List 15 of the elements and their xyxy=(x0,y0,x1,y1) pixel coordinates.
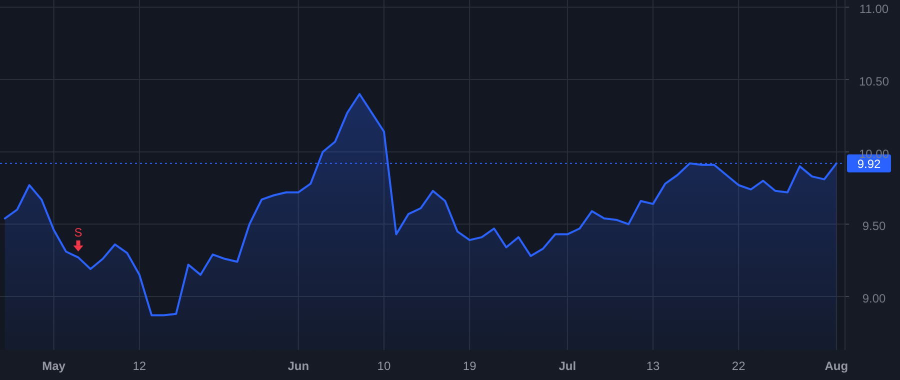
x-tick-label: 10 xyxy=(377,359,391,373)
ref-line-label: 9.92 xyxy=(857,156,881,171)
x-tick-label: Jun xyxy=(288,359,310,373)
annotation: S xyxy=(74,225,82,240)
y-tick-label: 10.50 xyxy=(858,74,890,89)
x-tick-label: 22 xyxy=(732,359,746,373)
y-tick-label: 11.00 xyxy=(859,2,889,16)
x-tick-label: Aug xyxy=(824,359,848,373)
x-tick-label: 13 xyxy=(646,359,660,373)
x-tick-label: 12 xyxy=(132,359,146,373)
x-tick-label: May xyxy=(42,359,66,373)
x-tick-label: 19 xyxy=(462,359,477,373)
y-tick-label: 9.50 xyxy=(862,219,886,234)
x-tick-label: Jul xyxy=(558,359,576,373)
y-tick-label: 9.00 xyxy=(862,291,886,306)
